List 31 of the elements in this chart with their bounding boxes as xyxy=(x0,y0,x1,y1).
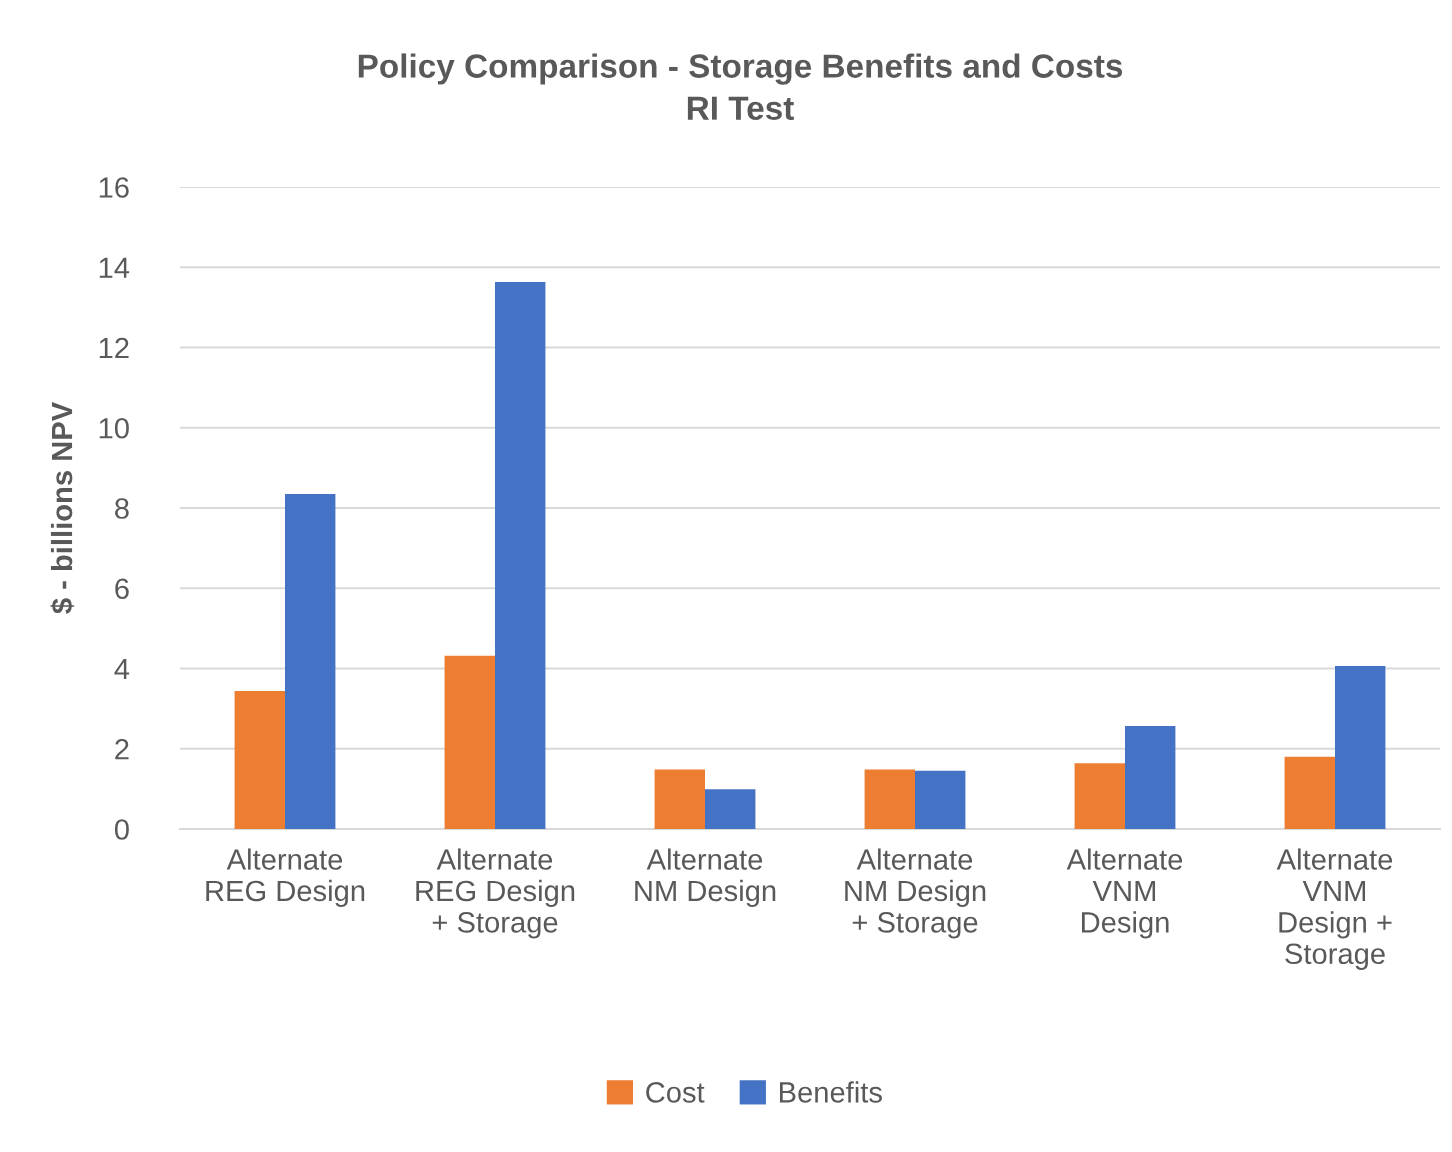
y-tick-label: 0 xyxy=(114,819,129,840)
y-tick-label: 2 xyxy=(115,738,129,760)
y-tick-label: 4 xyxy=(114,659,130,680)
bar xyxy=(705,789,756,829)
bar xyxy=(654,769,705,829)
bar xyxy=(444,655,495,829)
legend-label: Benefits xyxy=(779,1081,882,1103)
x-tick-label: Alternate REG Design + Storage xyxy=(416,848,575,939)
legend-label: Cost xyxy=(646,1082,705,1103)
bar xyxy=(915,770,966,829)
bar xyxy=(864,769,915,829)
bar xyxy=(1335,666,1386,829)
y-tick-label: 12 xyxy=(99,337,129,359)
x-tick-label: Alternate NM Design xyxy=(635,848,776,908)
bar xyxy=(1125,725,1176,829)
y-tick-label: 10 xyxy=(99,417,129,439)
x-tick-label: Alternate NM Design + Storage xyxy=(845,848,986,939)
bar xyxy=(1284,756,1335,829)
bar xyxy=(1074,763,1125,829)
x-tick-label: Alternate REG Design xyxy=(206,848,365,908)
bar xyxy=(285,493,336,829)
x-tick-label: Alternate VNM Design xyxy=(1066,848,1183,939)
bar xyxy=(234,690,285,829)
bar xyxy=(495,282,546,829)
y-tick-label: 16 xyxy=(99,177,129,198)
chart-title: Policy Comparison - Storage Benefits and Costs RI Test xyxy=(358,53,1123,120)
x-tick-label: Alternate VNM Design + Storage xyxy=(1276,848,1393,970)
y-tick-label: 8 xyxy=(115,498,129,519)
y-tick-label: 14 xyxy=(99,257,130,278)
y-tick-label: 6 xyxy=(115,578,129,600)
y-axis-title: $ - billions NPV xyxy=(50,402,75,614)
